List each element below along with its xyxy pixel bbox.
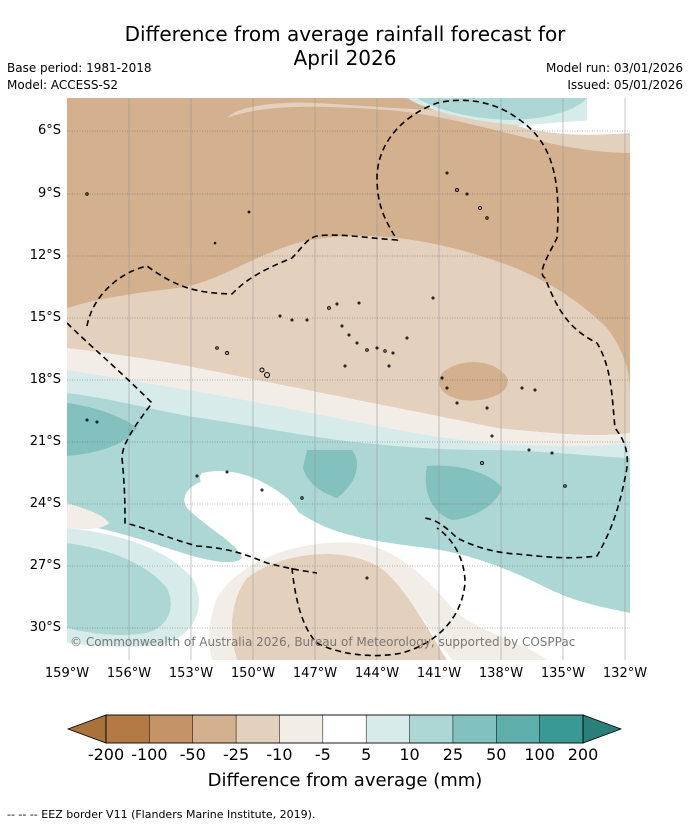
colorbar-tick-label: -10 xyxy=(266,745,293,764)
wet-zone-moderate xyxy=(67,393,630,613)
x-axis-label: 135°W xyxy=(540,666,586,681)
colorbar-tick-label: -25 xyxy=(223,745,250,764)
colorbar-tick-label: -50 xyxy=(179,745,206,764)
eez-footnote: -- -- -- EEZ border V11 (Flanders Marine… xyxy=(7,808,316,821)
colorbar-segment xyxy=(452,714,498,744)
issued-date: Issued: 05/01/2026 xyxy=(567,78,683,92)
model-run: Model run: 03/01/2026 xyxy=(545,61,683,75)
title-line-2: April 2026 xyxy=(293,46,397,70)
x-axis-label: 132°W xyxy=(602,666,648,681)
dry-zone-south xyxy=(231,554,447,660)
colorbar-segment xyxy=(149,714,194,744)
grid-vertical xyxy=(128,98,626,660)
wet-blob-west xyxy=(67,403,137,456)
x-axis-label: 144°W xyxy=(354,666,400,681)
colorbar-labels: -200 -100 -50 -25 -10 -5 5 10 25 50 100 200 xyxy=(0,745,690,767)
colorbar-tick-label: -100 xyxy=(131,745,168,764)
copyright-notice: © Commonwealth of Australia 2026, Bureau… xyxy=(70,635,575,649)
colorbar-frame xyxy=(105,714,584,744)
rainfall-map: © Commonwealth of Australia 2026, Bureau… xyxy=(67,98,630,660)
colorbar-arrow-high xyxy=(582,714,623,744)
wet-zone-southwest-light xyxy=(67,528,199,647)
model-name: Model: ACCESS-S2 xyxy=(7,78,119,92)
colorbar-segment xyxy=(409,714,454,744)
meta-left: Base period: 1981-2018 Model: ACCESS-S2 xyxy=(7,60,152,94)
x-axis-label: 138°W xyxy=(478,666,524,681)
colorbar-segment xyxy=(496,714,541,744)
x-axis-label: 156°W xyxy=(106,666,152,681)
wet-blob-center xyxy=(303,450,357,498)
colorbar-segment xyxy=(235,714,281,744)
x-axis-label: 141°W xyxy=(416,666,462,681)
dry-patch-southwest xyxy=(67,503,109,530)
eez-border-french-polynesia xyxy=(67,322,318,574)
colorbar-segment xyxy=(539,714,584,744)
y-axis-label: 6°S xyxy=(37,123,61,138)
islands xyxy=(85,171,567,580)
y-axis-label: 21°S xyxy=(29,434,61,449)
colorbar-arrow-low xyxy=(66,714,107,744)
y-axis-label: 18°S xyxy=(29,372,61,387)
y-axis-label: 12°S xyxy=(29,248,61,263)
dry-blob-east xyxy=(439,362,508,401)
dry-zone-south-light xyxy=(209,542,547,660)
y-axis-label: 30°S xyxy=(29,620,61,635)
base-period: Base period: 1981-2018 xyxy=(7,61,152,75)
colorbar xyxy=(66,714,623,744)
neutral-strip-north-2 xyxy=(517,118,630,135)
colorbar-segment xyxy=(105,714,151,744)
y-axis-label: 9°S xyxy=(37,186,61,201)
colorbar-tick-label: 25 xyxy=(442,745,464,764)
x-axis-label: 147°W xyxy=(292,666,338,681)
colorbar-title: Difference from average (mm) xyxy=(207,770,483,791)
eez-borders xyxy=(67,99,629,657)
colorbar-segment xyxy=(322,714,367,744)
x-axis-label: 150°W xyxy=(230,666,276,681)
colorbar-segment xyxy=(279,714,324,744)
y-axis-label: 24°S xyxy=(29,496,61,511)
y-axis-label: 15°S xyxy=(29,310,61,325)
eez-border-south xyxy=(291,527,466,657)
colorbar-tick-label: 50 xyxy=(486,745,507,764)
colorbar-segment xyxy=(192,714,237,744)
y-axis-label: 27°S xyxy=(29,558,61,573)
wet-blob-east xyxy=(425,465,502,520)
map-title: Difference from average rainfall forecas… xyxy=(0,22,690,70)
colorbar-segment xyxy=(365,714,411,744)
colorbar-tick-label: 100 xyxy=(524,745,555,764)
x-axis-label: 153°W xyxy=(168,666,214,681)
colorbar-tick-label: 5 xyxy=(361,745,372,764)
colorbar-tick-label: 10 xyxy=(399,745,420,764)
x-axis-label: 159°W xyxy=(44,666,90,681)
meta-right: Model run: 03/01/2026 Issued: 05/01/2026 xyxy=(546,60,683,94)
dry-zone-light xyxy=(67,348,630,447)
colorbar-tick-label: -5 xyxy=(314,745,331,764)
eez-border-north xyxy=(86,99,629,559)
colorbar-tick-label: -200 xyxy=(87,745,125,764)
neutral-pocket xyxy=(199,470,305,544)
colorbar-tick-label: 200 xyxy=(567,745,599,764)
title-line-1: Difference from average rainfall forecas… xyxy=(124,22,566,46)
